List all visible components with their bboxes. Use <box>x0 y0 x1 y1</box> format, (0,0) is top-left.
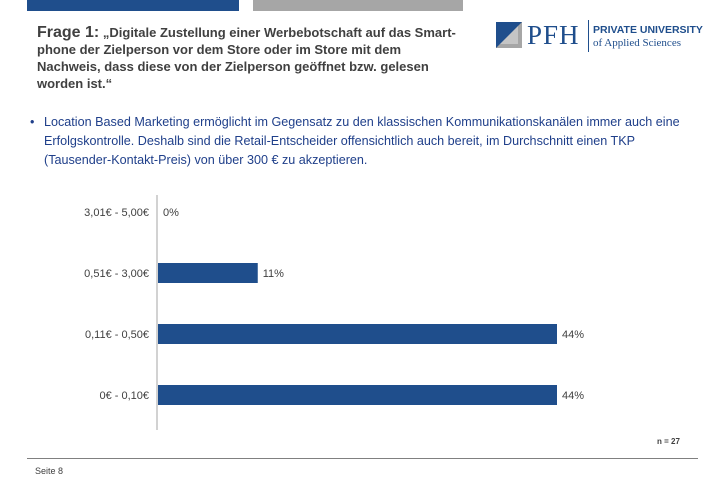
bar <box>158 324 557 344</box>
bar-chart: 3,01€ - 5,00€ 0% 0,51€ - 3,00€ 11% 0,11€ - 0… <box>84 195 584 430</box>
category-tick-label: 0,11€ - 0,50€ <box>85 329 149 341</box>
bar <box>158 263 258 283</box>
category-tick-label: 0€ - 0,10€ <box>99 390 149 402</box>
top-accent-bar-gray <box>253 0 463 11</box>
university-logo: PFH PRIVATE UNIVERSITY of Applied Scienc… <box>496 18 703 52</box>
summary-bullet: • Location Based Marketing ermöglicht im… <box>30 113 698 170</box>
logo-name: PFH <box>527 20 580 50</box>
bar <box>158 385 557 405</box>
logo-divider <box>588 20 589 52</box>
data-label: 0% <box>163 207 179 219</box>
footer-divider <box>27 458 698 459</box>
question-heading: Frage 1: „Digitale Zustellung einer Werb… <box>37 24 457 92</box>
category-tick-label: 0,51€ - 3,00€ <box>84 268 149 280</box>
category-tick-label: 3,01€ - 5,00€ <box>84 207 149 219</box>
bullet-marker: • <box>30 115 35 129</box>
question-text: „Digitale Zustellung einer Werbebotschaf… <box>37 25 456 91</box>
top-accent-bar-blue <box>27 0 239 11</box>
sample-size-label: n = 27 <box>657 437 680 446</box>
data-label: 44% <box>562 390 584 402</box>
page-number: Seite 8 <box>35 466 64 476</box>
summary-text: Location Based Marketing ermöglicht im G… <box>44 115 680 167</box>
question-label: Frage 1: <box>37 24 100 41</box>
data-label: 44% <box>562 329 584 341</box>
data-label: 11% <box>263 268 284 280</box>
logo-line-1: PRIVATE UNIVERSITY <box>593 24 703 36</box>
pfh-logo-mark-icon <box>496 22 522 48</box>
logo-line-2: of Applied Sciences <box>593 37 681 49</box>
